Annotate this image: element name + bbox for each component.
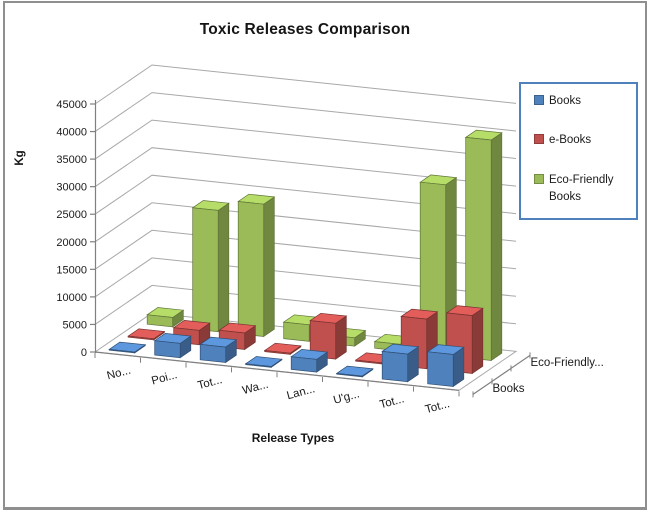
y-tick-label-10000: 10000 — [56, 292, 87, 304]
gridline-15000 — [94, 229, 517, 270]
bar-books-cat1 — [108, 349, 136, 354]
bar-e-books-cat4 — [264, 350, 291, 355]
chart-title: Toxic Releases Comparison — [199, 21, 411, 38]
y-tick-label-15000: 15000 — [56, 264, 87, 276]
x-category-label-5: Lan... — [286, 383, 317, 402]
gridline-10000 — [94, 257, 517, 298]
bar-eco-friendly-books-cat1 — [146, 314, 174, 328]
legend: Books e-Books Eco-Friendly Books — [519, 82, 638, 220]
gridline-30000 — [94, 147, 517, 188]
legend-item-eco-friendly-books: Eco-Friendly Books — [534, 172, 632, 207]
y-tick-label-40000: 40000 — [56, 127, 87, 139]
bar-books-cat3 — [199, 344, 227, 363]
bar-e-books-cat1 — [127, 335, 155, 341]
legend-label: e-Books — [549, 134, 592, 147]
y-tick-label-35000: 35000 — [56, 154, 87, 166]
series-axis-label-books: Books — [493, 383, 525, 395]
y-axis-title: Kg — [14, 150, 26, 166]
bar-e-books-cat8-side — [471, 307, 484, 375]
x-category-label-2: Poi... — [150, 369, 178, 387]
bar-books-cat6 — [336, 373, 363, 378]
y-tick-label-45000: 45000 — [56, 99, 87, 111]
legend-label: Books — [549, 95, 581, 107]
gridline-25000 — [94, 174, 517, 215]
books-swatch-icon — [534, 95, 544, 105]
x-category-label-4: Wa... — [241, 379, 270, 397]
series-axis-line — [472, 354, 531, 395]
gridline-45000 — [94, 64, 517, 105]
bar-eco-friendly-books-cat3 — [237, 201, 265, 337]
bar-eco-friendly-books-cat8-side — [490, 132, 503, 362]
legend-item-books: Books — [534, 93, 632, 110]
x-category-label-1: No... — [106, 365, 133, 383]
gridline-20000 — [94, 202, 517, 243]
legend-label: Eco-Friendly Books — [549, 173, 614, 203]
y-tick-label-20000: 20000 — [56, 237, 87, 249]
bar-eco-friendly-books-cat2 — [192, 207, 219, 333]
y-tick-label-25000: 25000 — [56, 209, 87, 221]
x-axis-title: Release Types — [251, 431, 335, 445]
bar-eco-friendly-books-cat4 — [283, 321, 310, 342]
legend-item-ebooks: e-Books — [534, 132, 632, 149]
bar-books-cat8 — [427, 351, 454, 387]
y-tick-label-0: 0 — [81, 347, 87, 359]
ebooks-swatch-icon — [534, 134, 544, 145]
bar-e-books-cat6 — [355, 359, 382, 365]
x-axis-line — [94, 351, 460, 391]
y-tick-label-5000: 5000 — [63, 319, 87, 331]
y-tick-label-30000: 30000 — [56, 182, 87, 194]
eco-friendly-books-swatch-icon — [534, 173, 544, 184]
bar-books-cat5 — [290, 356, 318, 373]
series-axis-label-eco-friendly: Eco-Friendly... — [531, 357, 604, 369]
x-category-label-7: Tot... — [378, 393, 405, 411]
gridline-5000 — [94, 284, 517, 325]
bar-books-cat7 — [381, 351, 409, 383]
x-category-label-8: Tot... — [424, 398, 451, 416]
bar-books-cat4 — [245, 363, 272, 368]
bar-eco-friendly-books-cat3-side — [263, 196, 275, 338]
bar-books-cat2 — [154, 340, 181, 359]
x-category-label-6: U'g... — [332, 388, 361, 406]
gridline-40000 — [94, 92, 517, 133]
gridline-35000 — [94, 119, 517, 160]
x-category-label-3: Tot... — [196, 374, 223, 392]
bar-eco-friendly-books-cat2-side — [217, 202, 230, 333]
